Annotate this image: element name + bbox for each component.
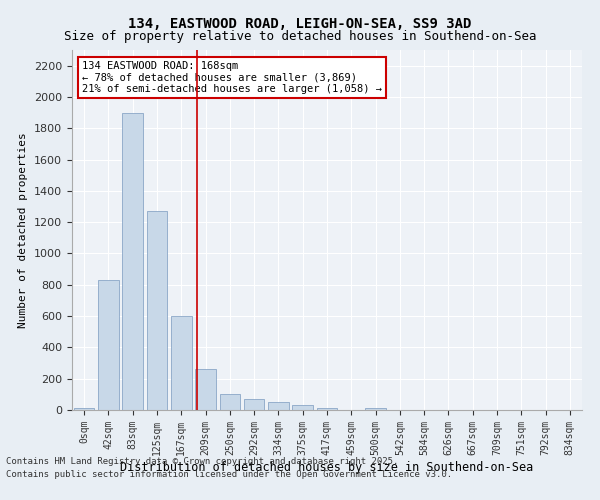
Bar: [146, 211, 167, 410]
Bar: [268, 402, 289, 410]
Bar: [317, 408, 337, 410]
Text: Contains public sector information licensed under the Open Government Licence v3: Contains public sector information licen…: [6, 470, 452, 479]
Bar: [171, 316, 191, 410]
Bar: [195, 370, 216, 410]
Bar: [365, 408, 386, 410]
Bar: [98, 280, 119, 410]
X-axis label: Distribution of detached houses by size in Southend-on-Sea: Distribution of detached houses by size …: [121, 460, 533, 473]
Bar: [244, 399, 265, 410]
Bar: [292, 406, 313, 410]
Text: Contains HM Land Registry data © Crown copyright and database right 2025.: Contains HM Land Registry data © Crown c…: [6, 458, 398, 466]
Text: Size of property relative to detached houses in Southend-on-Sea: Size of property relative to detached ho…: [64, 30, 536, 43]
Bar: [74, 408, 94, 410]
Bar: [122, 112, 143, 410]
Text: 134 EASTWOOD ROAD: 168sqm
← 78% of detached houses are smaller (3,869)
21% of se: 134 EASTWOOD ROAD: 168sqm ← 78% of detac…: [82, 61, 382, 94]
Text: 134, EASTWOOD ROAD, LEIGH-ON-SEA, SS9 3AD: 134, EASTWOOD ROAD, LEIGH-ON-SEA, SS9 3A…: [128, 18, 472, 32]
Bar: [220, 394, 240, 410]
Y-axis label: Number of detached properties: Number of detached properties: [19, 132, 28, 328]
